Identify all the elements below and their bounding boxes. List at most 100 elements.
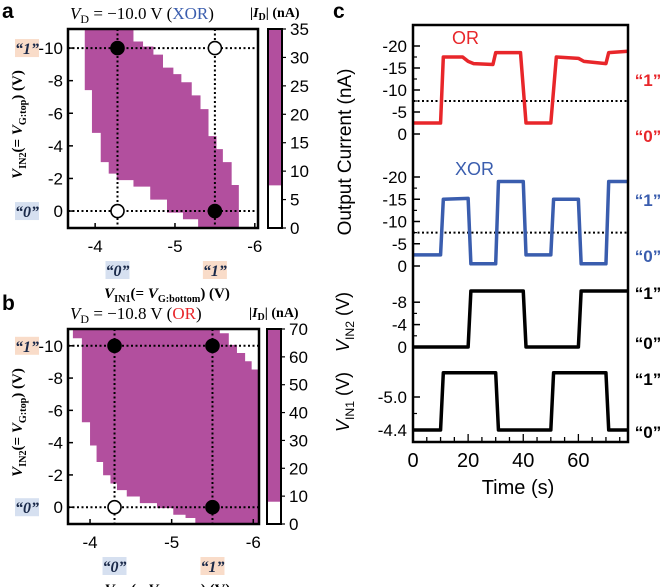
- label-segment: IN1: [114, 294, 130, 305]
- label-segment: G:bottom: [158, 294, 201, 305]
- label-segment: (=: [131, 582, 148, 587]
- high-current-region: [84, 29, 239, 228]
- x-tick-label: -6: [247, 237, 262, 256]
- label-segment: V: [10, 167, 26, 179]
- y-tick-label: -2: [48, 466, 63, 485]
- plot-frame: [411, 23, 630, 444]
- vin2-logic-low-label: “0”: [635, 334, 661, 353]
- or-logic-high-label: “1”: [635, 71, 661, 90]
- plot-frame: [66, 327, 261, 526]
- label-segment: D: [259, 12, 266, 23]
- label-segment: I: [252, 6, 259, 21]
- colorbar-tick-label: 25: [290, 77, 309, 96]
- label-segment: ) (V): [200, 286, 230, 302]
- x-tick-label: 60: [567, 450, 589, 472]
- plot-frame: [66, 27, 260, 230]
- logic-label-x: “0”: [103, 559, 127, 576]
- vin1-logic-low-label: “0”: [635, 423, 661, 442]
- y-tick-label: -6: [48, 104, 63, 123]
- low-output-marker: [107, 499, 122, 515]
- high-output-marker: [205, 338, 220, 354]
- label-segment: (V): [333, 292, 353, 321]
- y-axis-label: VIN2(= VG:top) (V): [10, 70, 29, 179]
- high-output-marker: [110, 40, 125, 56]
- label-segment: V: [333, 418, 353, 432]
- x-tick-label: 0: [407, 450, 418, 472]
- y-tick-label: -8: [48, 72, 63, 91]
- current-axis-label: Output Current (nA): [335, 69, 356, 236]
- y-tick-label: -15: [382, 190, 407, 209]
- y-tick-label: -2: [48, 169, 63, 188]
- colorbar-frame: [267, 28, 283, 229]
- y-tick-label: 0: [398, 257, 407, 276]
- x-axis-label: VIN1(= VG:bottom) (V): [104, 286, 230, 305]
- y-tick-label: -15: [382, 59, 407, 78]
- y-tick-label: -10: [382, 81, 407, 100]
- label-segment: IN2: [18, 450, 29, 466]
- xor-logic-low-label: “0”: [635, 247, 661, 266]
- x-tick-label: -4: [82, 533, 97, 552]
- colorbar-tick-label: 15: [290, 134, 309, 153]
- y-tick-label: -10: [382, 213, 407, 232]
- label-segment: ) (V): [10, 70, 26, 100]
- low-output-marker: [110, 203, 125, 219]
- y-tick-label: -4: [48, 434, 63, 453]
- colorbar-tick-label: 10: [289, 487, 308, 506]
- timeseries-panel-c: 0 -5 -10 -15 -20 OR “1” “0” 0 -5 -10 -15 -20 XOR “1” “0…: [333, 23, 661, 499]
- y-tick-label: 0: [54, 498, 63, 517]
- heatmap-panel-b: VD = −10.8 V (OR)-10-8-6-4-20-4 -5 -6“1”“0…: [10, 304, 308, 587]
- title-segment: D: [80, 312, 89, 326]
- title-segment: V: [70, 4, 83, 23]
- colorbar-tick-label: 30: [289, 431, 308, 450]
- y-tick-label: -10: [38, 337, 63, 356]
- high-output-marker: [107, 338, 122, 354]
- colorbar-tick-label: 20: [290, 105, 309, 124]
- label-segment: V: [333, 338, 353, 352]
- x-tick-label: -6: [246, 533, 261, 552]
- label-segment: |: [249, 306, 252, 321]
- y-tick-label: 0: [398, 338, 407, 357]
- xor-logic-high-label: “1”: [635, 191, 661, 210]
- vin1-axis-label: VIN1 (V): [333, 372, 357, 432]
- label-segment: G:top: [18, 397, 29, 423]
- y-tick-label: -20: [382, 168, 407, 187]
- y-tick-label: -5: [392, 103, 407, 122]
- label-segment: V: [104, 286, 116, 302]
- panel-label-c: c: [333, 0, 345, 23]
- logic-label-y-background: [15, 336, 39, 355]
- label-segment: IN1: [343, 401, 357, 420]
- logic-label-x-background: [202, 261, 227, 279]
- heatmap-panel-a: VD = −10.0 V (XOR)-10-8-6-4-20-4 -5 -6“1”“…: [10, 4, 309, 305]
- label-segment: D: [258, 312, 265, 323]
- vin2-series-line: [413, 289, 628, 349]
- colorbar-label: |ID| (nA): [249, 306, 299, 323]
- label-segment: G:top: [18, 99, 29, 125]
- y-tick-label: -4: [48, 137, 63, 156]
- label-segment: V: [148, 286, 160, 302]
- logic-label-y-background: [15, 202, 39, 221]
- y-tick-label: -6: [48, 401, 63, 420]
- high-output-marker: [207, 203, 223, 219]
- vin2-logic-high-label: “1”: [635, 284, 661, 303]
- logic-label-x-background: [102, 557, 127, 575]
- logic-label-x-background: [105, 261, 130, 279]
- label-segment: | (nA): [266, 6, 300, 21]
- x-tick-label: 40: [512, 450, 534, 472]
- label-segment: (=: [10, 433, 26, 450]
- x-tick-label: -4: [88, 237, 103, 256]
- label-segment: V: [105, 582, 117, 587]
- or-title: OR: [452, 28, 479, 48]
- logic-label-y: “0”: [15, 204, 39, 221]
- logic-label-x-background: [200, 557, 225, 575]
- colorbar-tick-label: 70: [289, 320, 308, 339]
- logic-label-y-background: [15, 498, 39, 517]
- colorbar-tick-label: 50: [289, 376, 308, 395]
- logic-label-x: “1”: [200, 559, 224, 576]
- colorbar-tick-label: 20: [289, 459, 308, 478]
- colorbar-high: [267, 329, 281, 502]
- label-segment: V: [10, 123, 26, 135]
- logic-label-y-background: [15, 39, 39, 58]
- logic-label-y: “1”: [15, 339, 39, 356]
- gate-name: XOR: [172, 4, 209, 23]
